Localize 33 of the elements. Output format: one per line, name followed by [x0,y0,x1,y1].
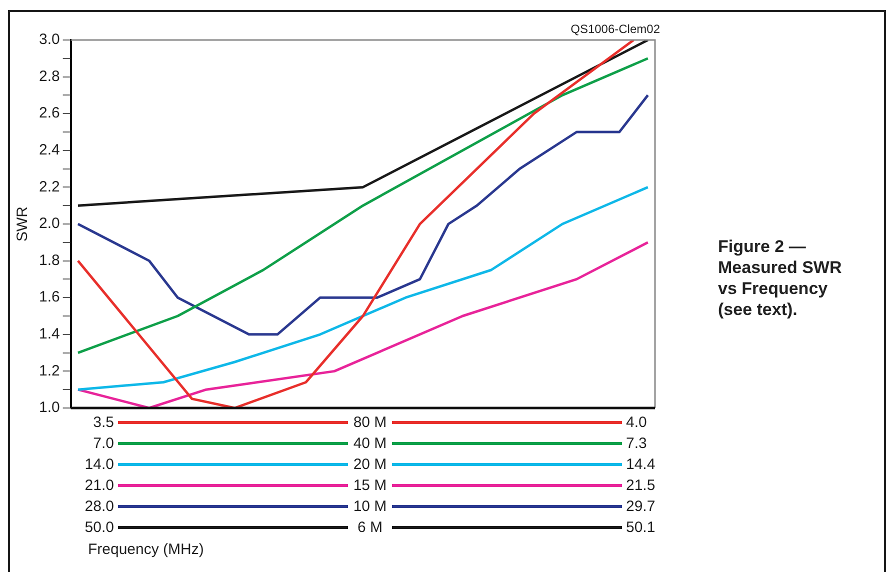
y-tick-label: 1.0 [38,399,60,416]
text: 14.4 [626,456,656,473]
legend-label: 40 M [352,435,388,452]
text: 4.0 [626,414,648,431]
text: 28.0 [84,498,114,515]
text: Figure 2 — Measured SWR vs Frequency (see text). [718,236,843,320]
text: 14.0 [84,456,114,473]
y-tick-label: 1.8 [38,252,60,269]
text: 7.3 [626,435,648,452]
y-tick-label: 2.8 [38,68,60,85]
y-tick-label: 2.6 [38,104,60,122]
y-tick-label: 2.2 [38,178,60,196]
legend-label: 6 M [356,519,384,536]
legend-label: 15 M [352,477,388,494]
text: 3.5 [92,414,114,431]
text: 29.7 [626,498,656,515]
text: Frequency (MHz) [88,541,204,558]
legend-label: 20 M [352,456,388,473]
text: 50.1 [626,519,656,536]
legend-label: 10 M [352,498,388,515]
y-tick-label: 1.2 [38,362,60,380]
y-tick-label: 1.4 [38,326,60,343]
y-tick-label: 2.4 [38,142,60,159]
text: 50.0 [84,519,114,536]
text: 21.0 [84,477,114,494]
text: QS1006-Clem02 [570,22,660,36]
text: 7.0 [92,435,114,452]
text: 21.5 [626,477,656,494]
y-tick-label: 2.0 [38,215,60,232]
y-tick-label: 1.6 [38,288,60,306]
y-tick-label: 3.0 [38,31,60,48]
y-axis-title: SWR [14,206,32,242]
legend-label: 80 M [352,414,388,431]
